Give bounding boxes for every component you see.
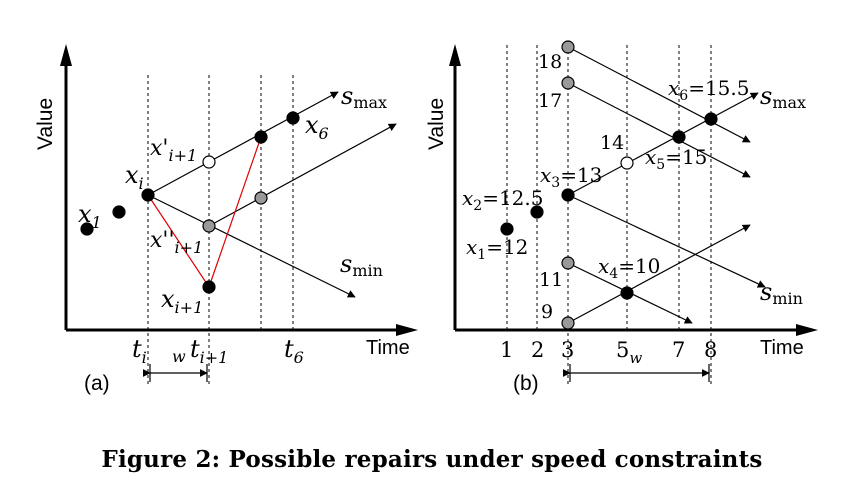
panel-a-tick-ti: ti [132,335,147,367]
panel-b-tick-1: 1 [500,338,513,362]
panel-b-line-17 [567,82,751,178]
panel-a-shifted-smax-line [208,123,397,227]
panel-a-speed-lines [147,91,397,298]
panel-b-tick-3: 3 [561,338,574,362]
panel-b-tick-7: 7 [672,338,685,362]
panel-b-value-11: 11 [539,269,563,291]
panel-a-point-xi [141,188,155,202]
panel-b-label: (b) [513,372,539,395]
panel-a-label-xdprime: x''i+1 [150,228,203,257]
panel-a-tick-ti1: ti+1 [190,335,228,367]
panel-a-label-xprime: x'i+1 [150,136,197,165]
panel-b-label-x2: x2=12.5 [462,186,544,214]
panel-b-x-axis-label: Time [760,337,804,359]
panel-a-smax-label: smax [341,82,387,112]
panel-b: Value Time (b) 1 2 3 5w 7 8 18 17 14 11 … [425,40,818,395]
panel-a-x-arrowhead [396,324,418,336]
panel-b-line-9 [567,224,751,324]
panel-a-smax-line [147,91,339,196]
panel-b-value-17: 17 [538,90,562,112]
panel-a-window-label: w [172,347,186,366]
panel-a-points [80,111,300,294]
panel-b-label-x1: x1=12 [466,235,528,263]
panel-a-label-xi: xi [125,161,144,193]
panel-b-tick-8: 8 [704,338,717,362]
panel-b-line-18 [567,46,751,143]
panel-b-value-9: 9 [541,301,553,323]
panel-a-smin-label: smin [340,250,383,280]
panel-b-point-x3 [561,188,575,202]
panel-b-point-x1 [500,222,514,236]
panel-b-y-axis-label: Value [425,98,448,150]
panel-b-label-x5: x5=15 [645,145,707,173]
panel-b-y-arrowhead [449,44,461,66]
panel-b-tick-2: 2 [531,338,544,362]
panel-b-point-x5 [672,130,686,144]
panel-a-label-x6: x6 [305,111,329,143]
panel-b-point-x4 [620,286,634,300]
panel-a-label-xi1: xi+1 [161,285,203,317]
panel-b-smax-line [567,92,759,196]
panel-b-smin-label: smin [760,278,803,308]
panel-a-label-x1: x1 [78,200,102,232]
panel-b-point-x2 [530,205,544,219]
panel-a-red-line-1 [147,194,210,288]
panel-a-smin-line [147,194,356,298]
panel-b-label-x3: x3=13 [540,163,602,191]
panel-b-point-11 [561,256,575,270]
panel-b-tick-5w: 5w [616,338,642,367]
panel-a-red-line-2 [208,136,262,288]
panel-a-point-xprime [202,155,216,169]
panel-b-value-18: 18 [538,51,562,73]
panel-b-point-14 [620,156,634,170]
panel-a-repair-lines [147,136,262,288]
panel-a-point-xi1 [202,280,216,294]
panel-a-label: (a) [84,372,110,395]
panel-b-smax-label: smax [760,82,806,112]
panel-a-tick-t6: t6 [284,335,304,367]
figure-caption: Figure 2: Possible repairs under speed c… [101,446,763,473]
panel-b-x-arrowhead [796,324,818,336]
panel-a-point-xdprime [202,219,216,233]
panel-a-window [142,364,208,382]
panel-b-label-x6: x6=15.5 [668,76,750,104]
panel-a-y-arrowhead [60,44,72,66]
panel-b-label-x4: x4=10 [598,254,660,282]
panel-a-point-x6 [286,111,300,125]
panel-a-x-axis-label: Time [366,337,410,359]
panel-b-point-x6 [704,112,718,126]
panel-b-value-14: 14 [600,132,624,154]
panel-a-point-gray-3 [254,191,268,205]
panel-a-point-x1 [80,222,94,236]
panel-a-point-x2 [112,205,126,219]
panel-b-speed-lines [567,46,766,324]
panel-a-point-repair [254,130,268,144]
panel-b-smin-line [567,194,766,288]
panel-a: Value Time (a) ti ti+1 t6 w x1 xi x6 x'i… [34,44,418,395]
panel-b-point-18 [561,40,575,54]
panel-a-axes [60,44,418,336]
panel-b-point-17 [561,76,575,90]
panel-b-window [562,364,710,382]
panel-a-y-axis-label: Value [34,98,57,150]
panel-b-points [500,40,718,330]
panel-b-point-9 [561,316,575,330]
